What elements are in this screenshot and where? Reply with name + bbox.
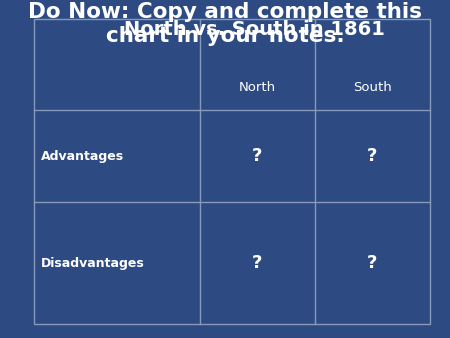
Bar [34, 19, 430, 324]
Text: South: South [353, 81, 392, 94]
Text: ?: ? [252, 147, 263, 165]
Text: Disadvantages: Disadvantages [40, 257, 144, 270]
Text: ?: ? [252, 254, 263, 272]
Text: ?: ? [367, 254, 378, 272]
Text: North vs. South in 1861: North vs. South in 1861 [124, 20, 385, 39]
Text: North: North [239, 81, 276, 94]
Text: Do Now: Copy and complete this
chart in your notes.: Do Now: Copy and complete this chart in … [28, 2, 422, 46]
Text: ?: ? [367, 147, 378, 165]
Text: Advantages: Advantages [40, 150, 124, 163]
